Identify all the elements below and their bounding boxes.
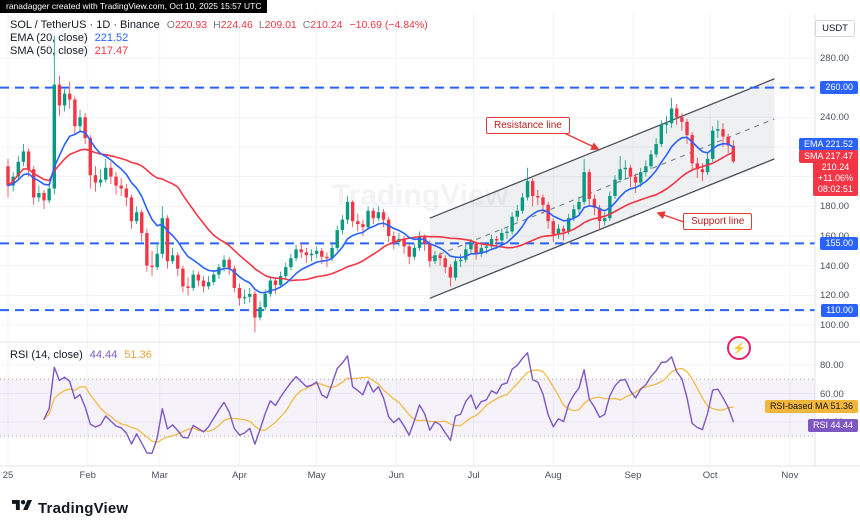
support-line-label[interactable]: Support line [683, 213, 753, 230]
boost-flash-icon[interactable]: ⚡ [727, 336, 751, 360]
rsi-value: 44.44 [89, 349, 118, 361]
svg-text:TradingView: TradingView [332, 179, 509, 212]
ema-legend: EMA (20, close) 221.52 [10, 32, 128, 44]
price-scale-currency-button[interactable]: USDT [815, 20, 855, 37]
rsi-title[interactable]: RSI (14, close) [10, 349, 83, 361]
tradingview-logo-icon [12, 497, 32, 519]
rsi-ma-value: 51.36 [124, 349, 152, 361]
symbol-legend: SOL / TetherUS · 1D · Binance O220.93 H22… [10, 19, 428, 31]
symbol-title[interactable]: SOL / TetherUS · 1D · Binance [10, 19, 160, 31]
ema-value: 221.52 [94, 32, 129, 44]
resistance-line-label[interactable]: Resistance line [486, 117, 570, 134]
sma-legend: SMA (50, close) 217.47 [10, 45, 128, 57]
ema-title[interactable]: EMA (20, close) [10, 32, 88, 44]
ohlc-key: H224.46 [213, 19, 253, 31]
tradingview-footer-logo[interactable]: TradingView [12, 497, 128, 519]
ohlc-value: 209.01 [264, 19, 297, 31]
attribution-bar: ranadagger created with TradingView.com,… [0, 0, 268, 13]
ohlc-value: 220.93 [174, 19, 208, 31]
ohlc-values: O220.93 H224.46 L209.01 C210.24 [167, 19, 343, 31]
change-value: −10.69 (−4.84%) [349, 19, 428, 31]
ohlc-key: C210.24 [302, 19, 343, 31]
ohlc-key: L209.01 [258, 19, 297, 31]
ohlc-key: O220.93 [166, 19, 208, 31]
ohlc-value: 224.46 [220, 19, 253, 31]
rsi-legend: RSI (14, close) 44.44 51.36 [10, 349, 152, 361]
sma-value: 217.47 [94, 45, 129, 57]
footer-brand-text: TradingView [38, 499, 129, 517]
sma-title[interactable]: SMA (50, close) [10, 45, 88, 57]
ohlc-value: 210.24 [310, 19, 343, 31]
